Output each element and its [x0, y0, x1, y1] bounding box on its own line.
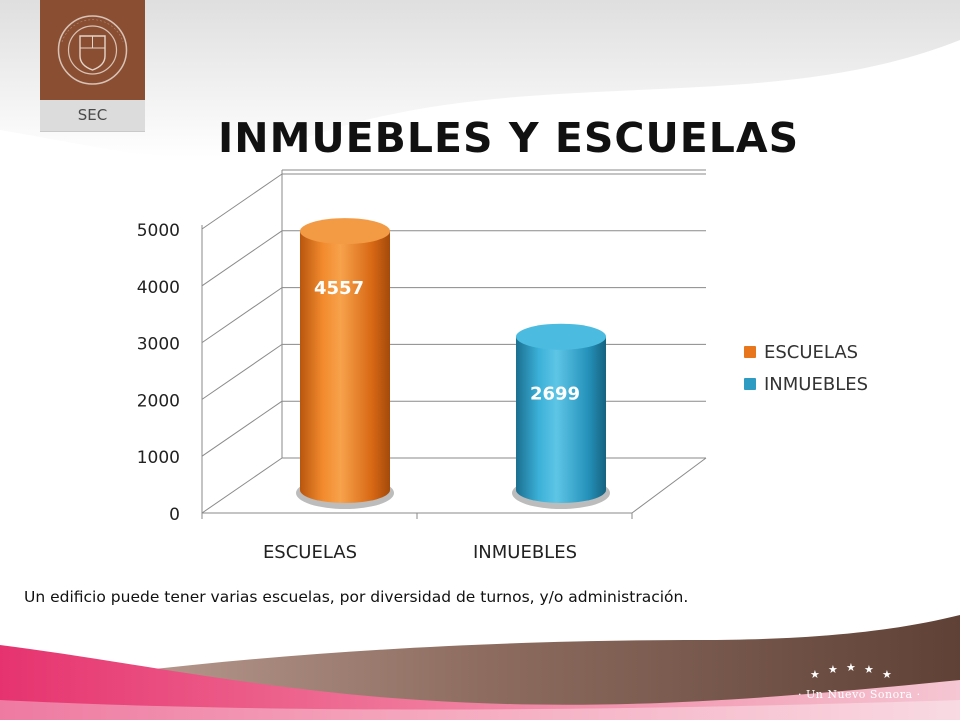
bar-top-escuelas	[300, 218, 390, 245]
slide-title: INMUEBLES Y ESCUELAS	[218, 114, 800, 162]
svg-text:· Un Nuevo Sonora ·: · Un Nuevo Sonora ·	[798, 688, 921, 701]
slide-note: Un edificio puede tener varias escuelas,…	[24, 588, 689, 606]
y-tick-label: 4000	[137, 278, 180, 298]
legend-label-inmuebles: INMUEBLES	[764, 373, 869, 395]
gridline-diag-0	[201, 457, 283, 514]
y-tick-label: 0	[169, 505, 180, 525]
y-tick-label: 2000	[137, 391, 180, 411]
chart-legend: ESCUELAS INMUEBLES	[744, 336, 868, 400]
bar-top-inmuebles	[516, 323, 606, 350]
gridline-diag-3000	[201, 287, 283, 344]
x-category-label: ESCUELAS	[263, 542, 357, 563]
gridline-diag-2000	[201, 343, 283, 400]
y-tick-label: 1000	[137, 448, 180, 468]
legend-swatch-escuelas	[744, 346, 756, 358]
legend-item-escuelas: ESCUELAS	[744, 336, 868, 368]
sec-badge: SEC	[40, 0, 145, 132]
svg-text:★: ★	[810, 668, 820, 681]
stars-icon: ★ ★ ★ ★ ★	[810, 661, 892, 681]
badge-top	[40, 0, 145, 100]
gridline-diag-1000	[201, 400, 283, 457]
svg-text:★: ★	[846, 661, 856, 674]
svg-text:★: ★	[864, 663, 874, 676]
badge-bottom	[40, 100, 145, 132]
y-tick-label: 5000	[137, 221, 180, 241]
data-label: 2699	[530, 384, 580, 405]
un-nuevo-sonora-logo: ★ ★ ★ ★ ★ · Un Nuevo Sonora ·	[798, 661, 921, 701]
svg-text:★: ★	[828, 663, 838, 676]
badge-label: SEC	[77, 106, 108, 124]
svg-text:★: ★	[882, 668, 892, 681]
floor-right-edge	[631, 457, 707, 514]
data-label: 4557	[314, 278, 364, 299]
y-tick-label: 3000	[137, 335, 180, 355]
bar-inmuebles	[516, 336, 606, 503]
bar-escuelas	[300, 231, 390, 503]
legend-swatch-inmuebles	[744, 378, 756, 390]
x-category-label: INMUEBLES	[473, 542, 577, 563]
legend-item-inmuebles: INMUEBLES	[744, 368, 868, 400]
gridline-diag-5000	[201, 173, 283, 230]
bottom-wave-white	[0, 700, 960, 720]
gridline-diag-4000	[201, 230, 283, 287]
top-wave	[0, 0, 960, 158]
bottom-wave-pink	[0, 645, 960, 720]
state-seal-icon	[57, 15, 128, 85]
legend-label-escuelas: ESCUELAS	[764, 341, 859, 363]
